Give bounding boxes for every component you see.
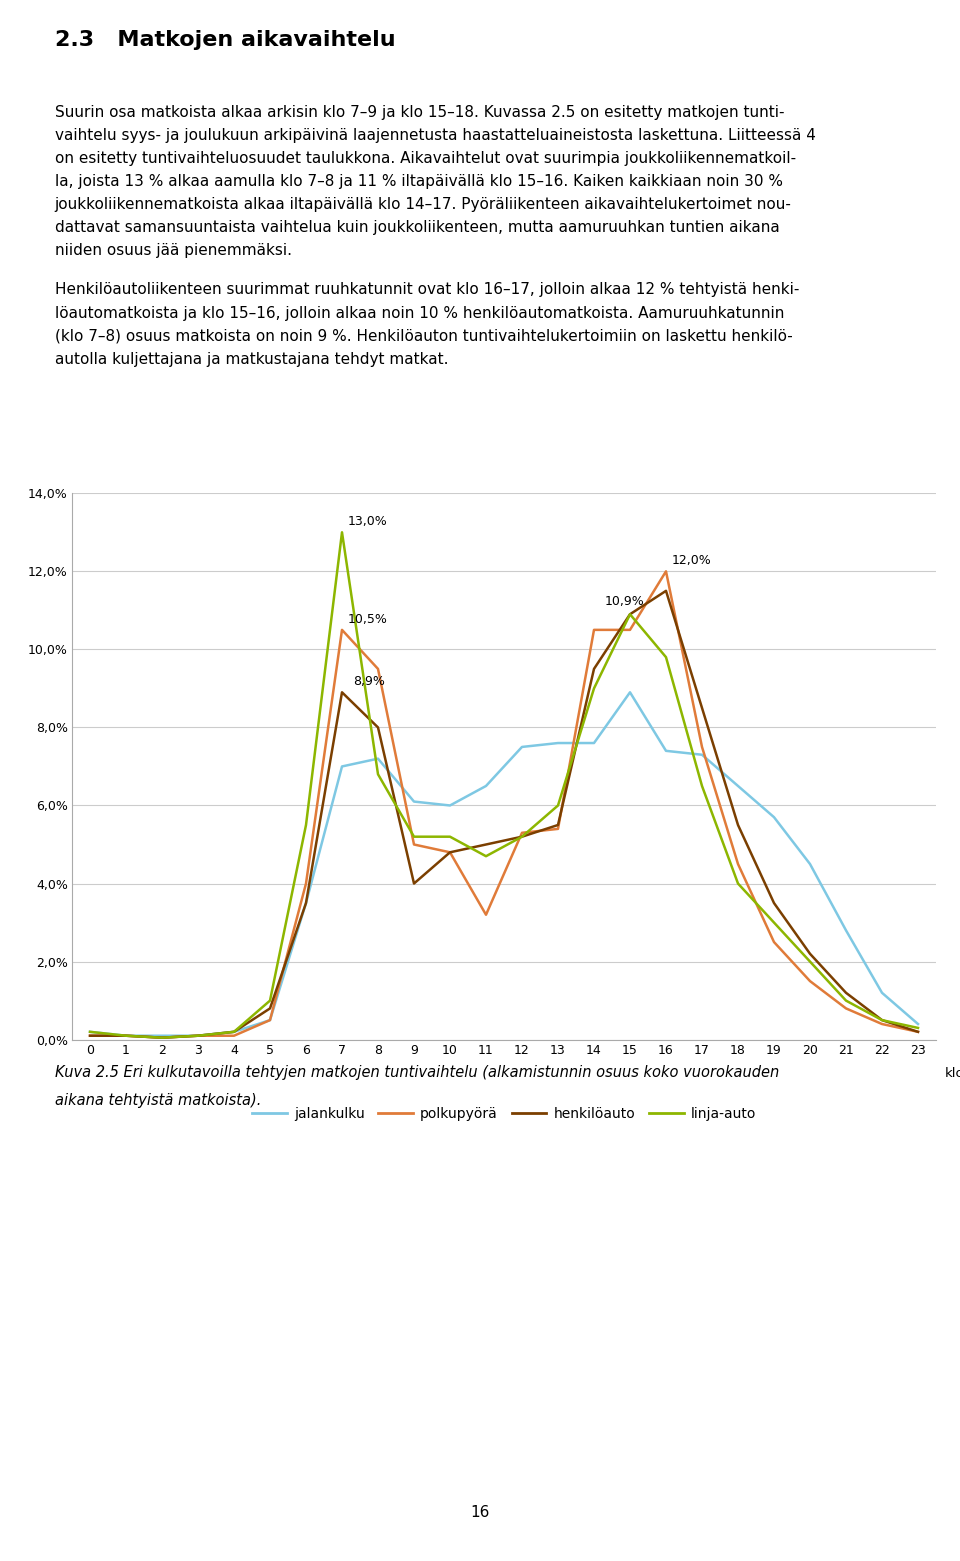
Text: (klo 7–8) osuus matkoista on noin 9 %. Henkilöauton tuntivaihtelukertoimiin on l: (klo 7–8) osuus matkoista on noin 9 %. H…	[55, 329, 792, 343]
Text: 16: 16	[470, 1505, 490, 1520]
Text: la, joista 13 % alkaa aamulla klo 7–8 ja 11 % iltapäivällä klo 15–16. Kaiken kai: la, joista 13 % alkaa aamulla klo 7–8 ja…	[55, 173, 782, 189]
Text: niiden osuus jää pienemmäksi.: niiden osuus jää pienemmäksi.	[55, 244, 292, 258]
Text: 13,0%: 13,0%	[348, 515, 387, 529]
Text: vaihtelu syys- ja joulukuun arkipäivinä laajennetusta haastatteluaineistosta las: vaihtelu syys- ja joulukuun arkipäivinä …	[55, 128, 816, 142]
Text: klo: klo	[945, 1068, 960, 1080]
Text: Suurin osa matkoista alkaa arkisin klo 7–9 ja klo 15–18. Kuvassa 2.5 on esitetty: Suurin osa matkoista alkaa arkisin klo 7…	[55, 105, 784, 120]
Text: 12,0%: 12,0%	[671, 554, 711, 568]
Text: autolla kuljettajana ja matkustajana tehdyt matkat.: autolla kuljettajana ja matkustajana teh…	[55, 351, 448, 367]
Text: aikana tehtyistä matkoista).: aikana tehtyistä matkoista).	[55, 1093, 261, 1108]
Text: Kuva 2.5 Eri kulkutavoilla tehtyjen matkojen tuntivaihtelu (alkamistunnin osuus : Kuva 2.5 Eri kulkutavoilla tehtyjen matk…	[55, 1065, 779, 1080]
Text: löautomatkoista ja klo 15–16, jolloin alkaa noin 10 % henkilöautomatkoista. Aamu: löautomatkoista ja klo 15–16, jolloin al…	[55, 306, 784, 320]
Text: 8,9%: 8,9%	[353, 676, 385, 688]
Text: joukkoliikennematkoista alkaa iltapäivällä klo 14–17. Pyöräliikenteen aikavaihte: joukkoliikennematkoista alkaa iltapäiväl…	[55, 197, 792, 212]
Legend: jalankulku, polkupyörä, henkilöauto, linja-auto: jalankulku, polkupyörä, henkilöauto, lin…	[247, 1101, 761, 1127]
Text: on esitetty tuntivaihteluosuudet taulukkona. Aikavaihtelut ovat suurimpia joukko: on esitetty tuntivaihteluosuudet taulukk…	[55, 151, 796, 165]
Text: dattavat samansuuntaista vaihtelua kuin joukkoliikenteen, mutta aamuruuhkan tunt: dattavat samansuuntaista vaihtelua kuin …	[55, 220, 780, 236]
Text: 10,9%: 10,9%	[605, 595, 644, 609]
Text: 2.3   Matkojen aikavaihtelu: 2.3 Matkojen aikavaihtelu	[55, 30, 396, 50]
Text: Henkilöautoliikenteen suurimmat ruuhkatunnit ovat klo 16–17, jolloin alkaa 12 % : Henkilöautoliikenteen suurimmat ruuhkatu…	[55, 283, 799, 298]
Text: 10,5%: 10,5%	[348, 613, 387, 626]
